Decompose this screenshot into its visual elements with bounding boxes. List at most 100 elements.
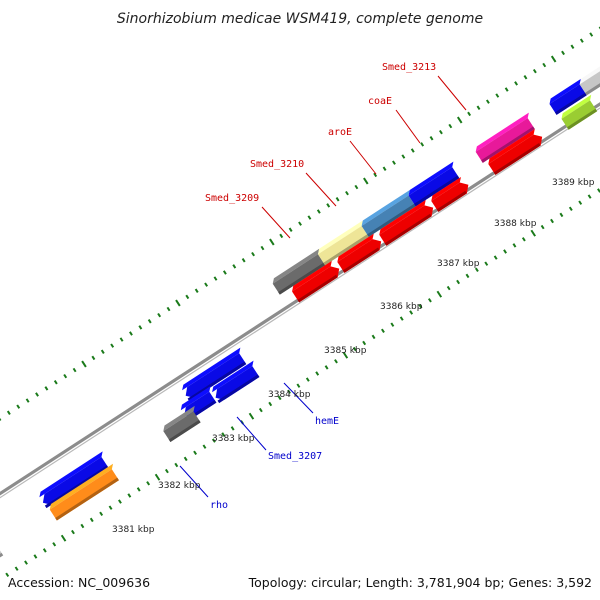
- tick-mark-outer: [91, 355, 96, 361]
- tick-mark-outer: [495, 93, 500, 98]
- magenta-gene-top: [475, 112, 529, 152]
- tick-mark-outer: [129, 331, 133, 336]
- red-gene-shadow: [493, 142, 541, 175]
- tick-mark-outer: [0, 417, 2, 421]
- tick-mark-inner: [287, 389, 291, 395]
- tick-mark-outer: [523, 75, 528, 80]
- tick-mark-outer: [429, 136, 434, 141]
- tick-mark-inner: [127, 493, 132, 498]
- tick-mark-inner: [89, 517, 94, 523]
- tick-mark-outer: [100, 349, 105, 354]
- khaki-gene-shadow: [323, 234, 369, 266]
- tick-mark-inner: [550, 218, 554, 224]
- label-layer: 3381 kbp 3382 kbp 3383 kbp 3384 kbp 3385 kbp…: [112, 62, 595, 535]
- red-gene: [488, 129, 543, 175]
- map-title: Sinorhizobium medicae WSM419, complete g…: [117, 11, 483, 27]
- tick-mark-inner: [80, 523, 85, 529]
- tick-mark-inner: [315, 371, 320, 376]
- blue-gene-top: [408, 161, 454, 196]
- blue-gene-shadow: [44, 465, 109, 509]
- tick-mark-inner: [136, 487, 141, 492]
- lime-gene: [561, 94, 598, 130]
- gene-label: Smed_3207: [268, 451, 322, 462]
- kbp-tick-label: 3384 kbp: [268, 390, 311, 400]
- tick-mark-outer: [44, 386, 49, 391]
- tick-mark-inner: [456, 279, 461, 285]
- gene-label: coaE: [368, 96, 392, 107]
- red-gene-body: [488, 134, 543, 175]
- lightgray-gene-top: [579, 66, 600, 85]
- tick-mark-outer: [504, 87, 509, 92]
- tick-mark-inner: [108, 505, 113, 510]
- kbp-tick-label: 3382 kbp: [158, 481, 201, 491]
- tick-mark-inner: [493, 255, 498, 260]
- gray-gene: [163, 405, 201, 442]
- tick-mark-inner: [42, 548, 47, 553]
- gene-label-leader: [179, 465, 209, 498]
- gray-gene: [272, 248, 326, 295]
- gene-label-leader: [395, 109, 421, 144]
- gene-label: Smed_3209: [205, 193, 259, 204]
- tick-mark-outer: [53, 380, 58, 385]
- tick-mark-outer: [456, 116, 463, 124]
- gene-label: aroE: [328, 127, 352, 138]
- tick-mark-inner: [578, 200, 583, 205]
- tick-mark-inner: [52, 542, 57, 547]
- tick-mark-inner: [202, 444, 207, 449]
- blue-gene-body: [42, 456, 109, 505]
- tick-mark-inner: [436, 290, 443, 298]
- tick-mark-inner: [521, 237, 526, 242]
- red-gene: [337, 233, 382, 273]
- kbp-tick-label: 3385 kbp: [324, 346, 367, 356]
- tick-mark-inner: [559, 212, 564, 218]
- blue-gene: [212, 360, 260, 404]
- red-gene-shadow: [384, 213, 432, 246]
- tick-mark-outer: [410, 148, 415, 153]
- steelblue-gene-top: [361, 189, 410, 226]
- tick-mark-inner: [305, 377, 310, 382]
- tick-mark-inner: [164, 468, 169, 474]
- blue-gene-shadow: [554, 92, 587, 115]
- tick-mark-outer: [579, 38, 584, 43]
- tick-mark-outer: [213, 276, 218, 281]
- tick-mark-outer: [110, 343, 115, 348]
- tick-mark-outer: [307, 215, 312, 220]
- red-gene-top: [488, 129, 535, 164]
- summary-text: Topology: circular; Length: 3,781,904 bp…: [248, 575, 592, 590]
- red-gene-body: [431, 182, 469, 212]
- tick-mark-outer: [25, 398, 30, 403]
- red-gene: [292, 260, 340, 303]
- tick-mark-inner: [587, 194, 592, 199]
- tick-mark-outer: [382, 166, 387, 171]
- tick-mark-inner: [390, 322, 395, 327]
- tick-mark-inner: [362, 340, 367, 346]
- gene-label-leader: [261, 206, 291, 239]
- kbp-tick-label: 3388 kbp: [494, 219, 537, 229]
- tick-mark-outer: [373, 172, 378, 178]
- red-gene-top: [292, 260, 332, 292]
- tick-mark-outer: [354, 184, 359, 190]
- tick-mark-inner: [118, 499, 122, 504]
- tick-mark-inner: [33, 554, 38, 559]
- lightgray-gene-shadow: [585, 83, 600, 96]
- red-gene-shadow: [297, 274, 338, 303]
- gene-label: Smed_3210: [250, 159, 304, 170]
- tick-mark-inner: [418, 304, 423, 309]
- tick-mark-outer: [298, 221, 302, 226]
- gray-gene-top: [163, 405, 195, 432]
- tick-mark-inner: [14, 566, 19, 571]
- gene-label-leader: [283, 382, 314, 414]
- tick-mark-inner: [371, 334, 376, 340]
- blue-gene: [549, 78, 587, 115]
- tick-mark-outer: [532, 68, 537, 74]
- lime-gene-body: [561, 100, 598, 130]
- tick-mark-inner: [258, 407, 263, 413]
- red-gene-shadow: [436, 190, 467, 212]
- red-gene-top: [379, 199, 426, 235]
- orange-gene-body: [49, 469, 119, 521]
- tick-mark-outer: [194, 288, 199, 293]
- khaki-gene-body: [318, 225, 369, 266]
- tick-mark-outer: [345, 190, 349, 196]
